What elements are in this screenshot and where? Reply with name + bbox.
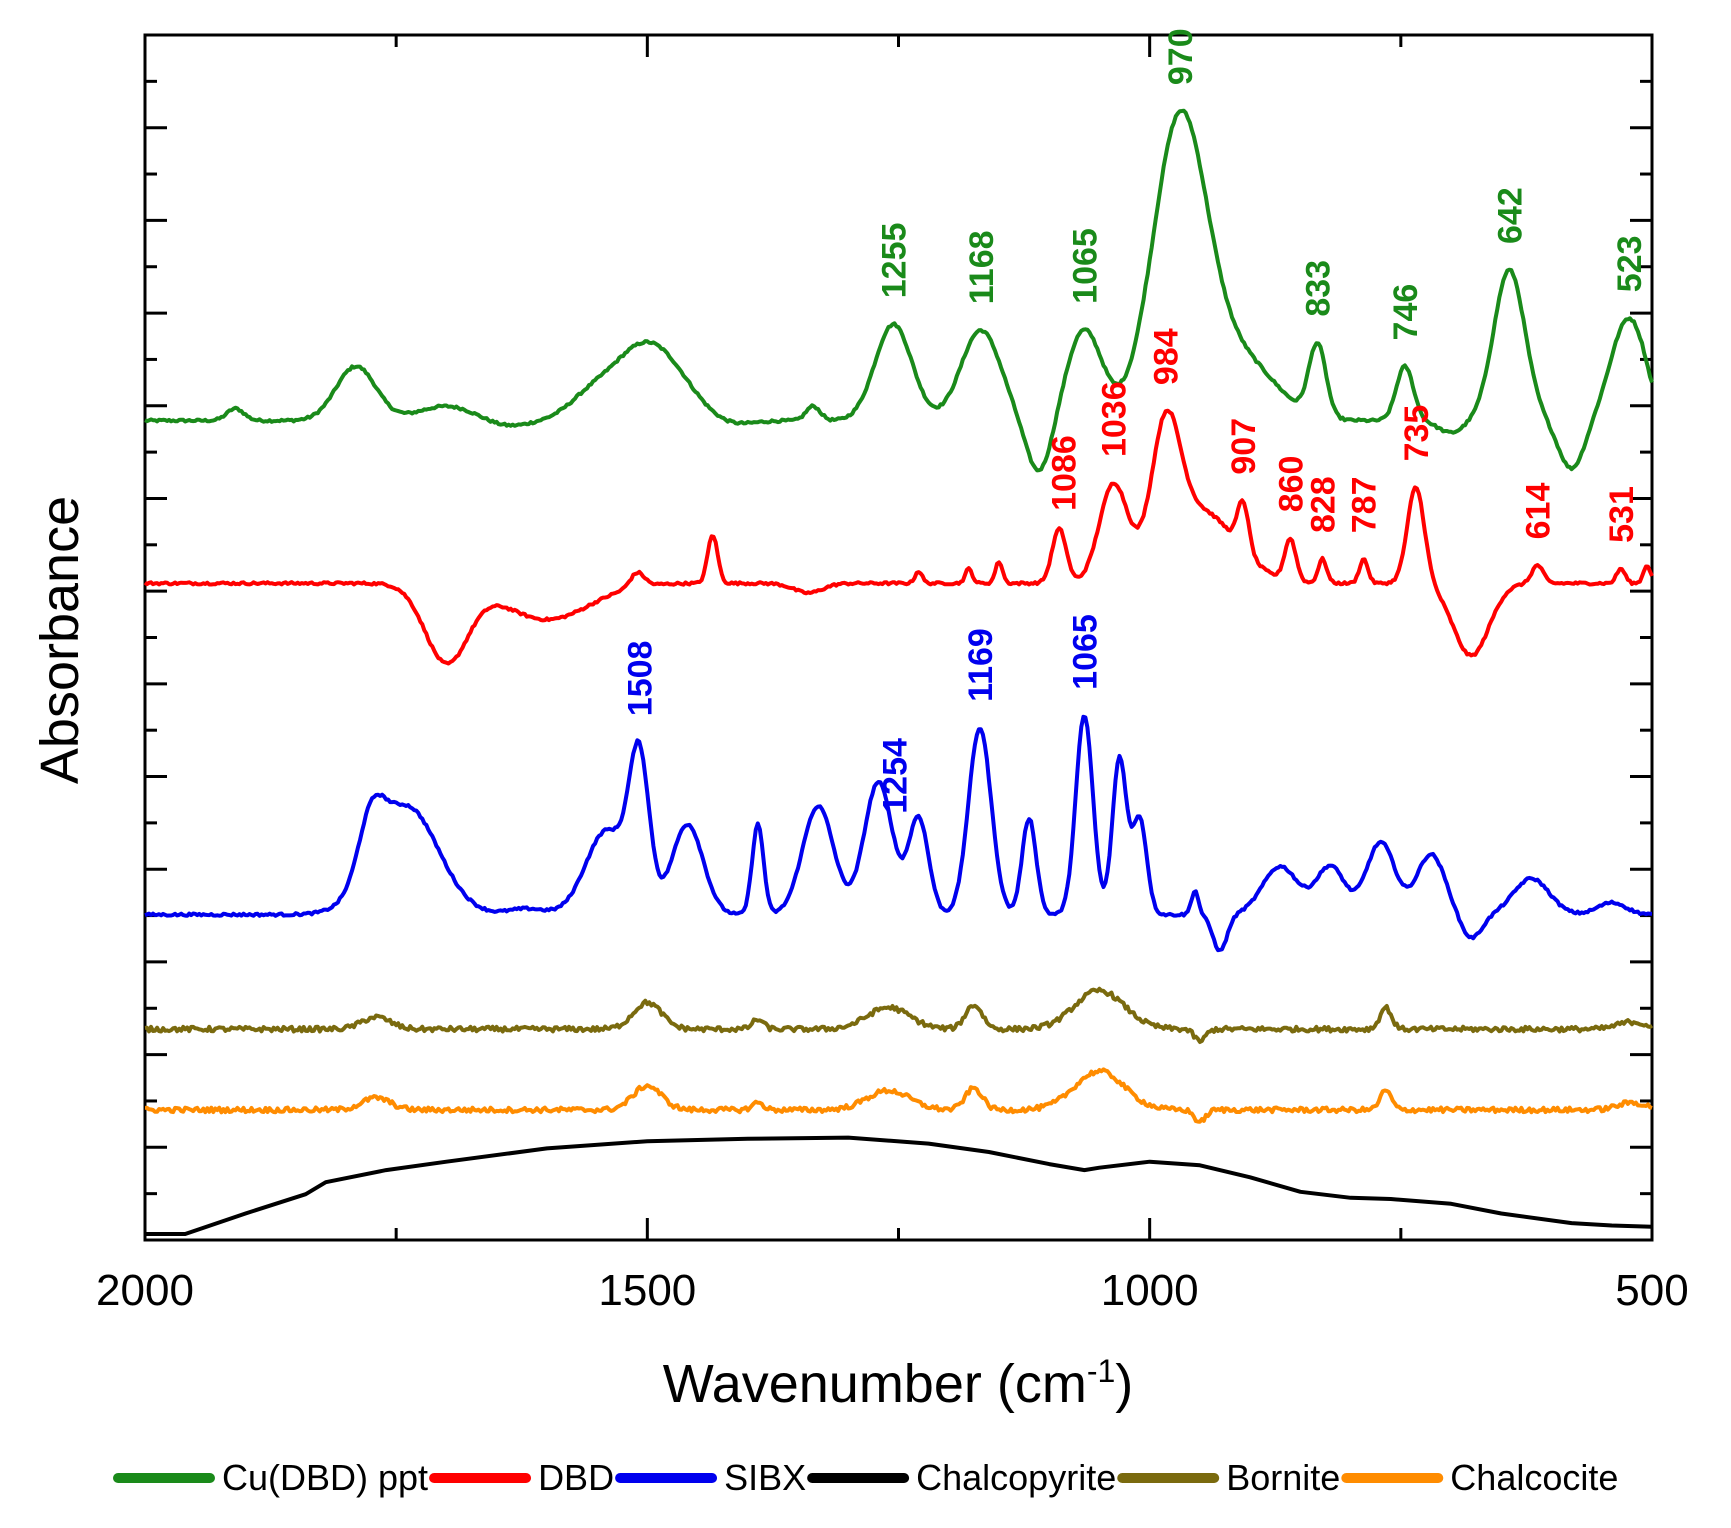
x-tick-label: 1000: [1101, 1266, 1199, 1315]
series-line-chalcocite: [144, 1067, 1653, 1124]
legend-label: Chalcopyrite: [916, 1457, 1116, 1498]
peak-label: 735: [1398, 405, 1436, 462]
legend-label: Chalcocite: [1450, 1457, 1618, 1498]
peak-label: 907: [1225, 418, 1263, 475]
x-tick-label: 500: [1615, 1266, 1688, 1315]
legend: Cu(DBD) ppt DBD SIBX Chalcopyrite Bornite Cha…: [113, 1457, 1618, 1498]
peak-label: 828: [1304, 476, 1342, 533]
peak-label: 970: [1162, 28, 1200, 85]
peak-label: 984: [1148, 328, 1186, 385]
series-line-dbd: [143, 408, 1654, 666]
x-axis-label: Wavenumber (cm-1): [663, 1353, 1134, 1414]
x-tick-label: 2000: [96, 1266, 194, 1315]
peak-label: 1065: [1066, 614, 1104, 690]
series-line-bornite: [144, 986, 1654, 1044]
peak-label: 1168: [963, 230, 1001, 304]
series-lines: [143, 108, 1654, 1236]
peak-label: 860: [1272, 456, 1310, 513]
peak-label: 1255: [875, 223, 913, 299]
peak-label: 787: [1346, 477, 1384, 534]
peak-label: 1254: [876, 738, 914, 814]
legend-label: Bornite: [1226, 1457, 1340, 1498]
peak-label: 833: [1299, 260, 1337, 317]
peak-label: 1065: [1066, 228, 1104, 304]
peak-label: 614: [1519, 483, 1557, 540]
y-ticks: [145, 33, 1652, 1242]
peak-label: 1086: [1045, 435, 1083, 511]
peak-labels: 1255 1168 1065 970 833 746 642 523 1086 1036 984 90…: [621, 28, 1649, 813]
x-ticks: 2000 1500 1000 500: [96, 35, 1689, 1315]
series-line-cu-dbd-ppt: [144, 108, 1654, 473]
legend-label: SIBX: [724, 1457, 806, 1498]
x-axis-label-superscript: -1: [1087, 1353, 1115, 1389]
legend-label: DBD: [538, 1457, 614, 1498]
peak-label: 1508: [621, 641, 659, 717]
legend-label: Cu(DBD) ppt: [222, 1457, 428, 1498]
peak-label: 523: [1611, 235, 1649, 292]
peak-label: 746: [1387, 284, 1425, 341]
series-line-sibx: [144, 714, 1652, 953]
peak-label: 1169: [962, 628, 1000, 702]
peak-label: 642: [1491, 187, 1529, 244]
plot-frame: [143, 33, 1654, 1242]
x-axis-label-end: ): [1115, 1354, 1133, 1414]
peak-label: 531: [1603, 486, 1641, 543]
peak-label: 1036: [1095, 381, 1133, 457]
x-tick-label: 1500: [598, 1266, 696, 1315]
y-axis-label: Absorbance: [30, 496, 90, 784]
series-line-chalcopyrite: [145, 1135, 1653, 1236]
x-axis-label-main: Wavenumber (cm: [663, 1354, 1087, 1414]
